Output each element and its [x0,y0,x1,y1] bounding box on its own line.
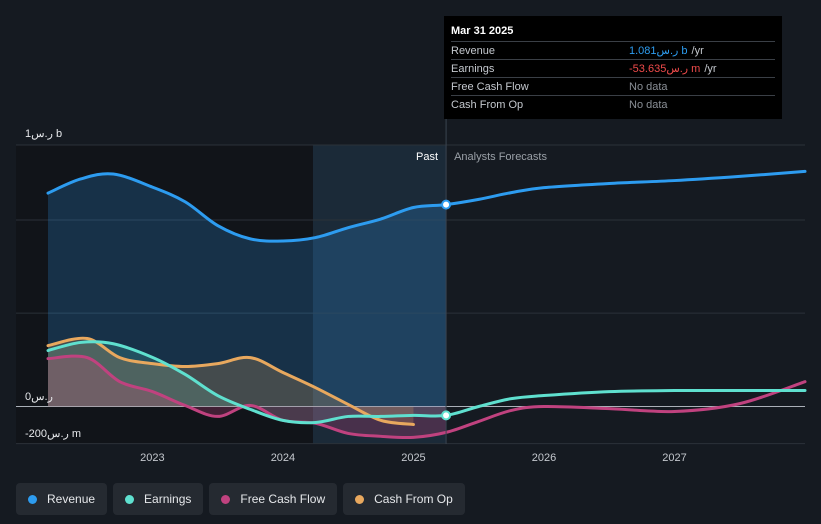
tooltip-row: Earnings -53.635ر.س m/yr [451,59,775,77]
tooltip-row-value: 1.081ر.س b [629,45,688,57]
x-tick-label: 2023 [140,452,164,464]
tooltip-row-label: Earnings [451,62,495,75]
marker-revenue [441,199,452,210]
x-axis-labels: 2023 2024 2025 2026 2027 [140,452,687,464]
x-tick-label: 2026 [532,452,556,464]
legend-item-cash-from-op[interactable]: Cash From Op [343,483,465,515]
legend: Revenue Earnings Free Cash Flow Cash From O… [16,483,465,515]
y-tick-label: 1ر.س b [25,128,62,140]
legend-label: Cash From Op [374,492,453,506]
legend-item-earnings[interactable]: Earnings [113,483,204,515]
tooltip: Mar 31 2025 Revenue 1.081ر.س b/yr Earnings… [444,16,782,119]
tooltip-row-value: No data [629,80,668,93]
legend-item-free-cash-flow[interactable]: Free Cash Flow [209,483,338,515]
x-tick-label: 2024 [271,452,295,464]
line-revenue [46,169,807,243]
line-cash-from-op [46,336,415,427]
tooltip-date: Mar 31 2025 [451,25,514,37]
x-tick-label: 2025 [401,452,425,464]
x-tick-label: 2027 [662,452,686,464]
highlight-markers [441,199,452,421]
area-cash-from-op [48,338,414,425]
legend-dot-icon [221,494,231,504]
past-region [16,145,313,444]
marker-earnings [441,410,452,421]
recent-past-region [312,145,447,444]
area-revenue [48,173,447,407]
y-tick-label: -200ر.س m [25,428,81,440]
y-axis-labels: 1ر.س b 0ر.س -200ر.س m [25,128,81,440]
y-tick-label: 0ر.س [25,391,53,403]
legend-dot-icon [28,494,37,504]
legend-label: Free Cash Flow [240,492,326,506]
tooltip-row-unit: /yr [704,62,717,75]
legend-dot-icon [125,494,135,504]
legend-label: Revenue [47,492,96,506]
tooltip-row-label: Revenue [451,44,496,57]
tooltip-row-value: No data [629,98,668,111]
series-lines [46,169,807,440]
tooltip-row-label: Cash From Op [451,98,524,111]
past-label: Past [416,151,438,163]
tooltip-row: Cash From Op No data [451,95,775,113]
line-earnings [46,340,807,425]
tooltip-row: Free Cash Flow No data [451,77,775,95]
tooltip-row-label: Free Cash Flow [451,80,529,93]
forecast-label: Analysts Forecasts [454,151,547,163]
gridlines [16,144,805,445]
tooltip-row: Revenue 1.081ر.س b/yr [451,41,775,59]
legend-dot-icon [355,494,365,504]
legend-item-revenue[interactable]: Revenue [16,483,108,515]
tooltip-row-unit: /yr [691,44,704,57]
legend-label: Earnings [144,492,192,506]
tooltip-row-value: -53.635ر.س m [629,63,701,75]
line-free-cash-flow [46,354,807,440]
